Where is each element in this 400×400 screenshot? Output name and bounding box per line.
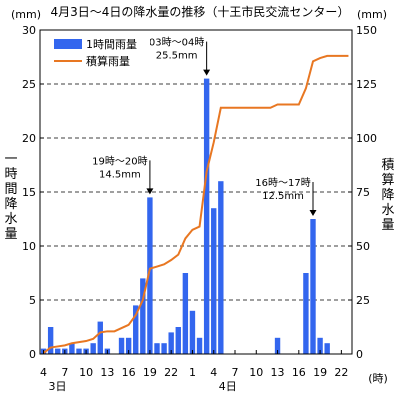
x-tick-label: 19: [313, 366, 327, 379]
right-axis-unit: (mm): [357, 8, 387, 21]
annotation-time: 03時～04時: [149, 37, 204, 49]
bar: [147, 197, 153, 354]
left-axis-label: 一時間降水量: [4, 152, 18, 242]
grid-lines: [40, 83, 352, 301]
left-axis-unit: (mm): [11, 8, 41, 21]
bar: [211, 208, 217, 354]
annotation-value: 14.5mm: [99, 169, 141, 180]
legend-bar-label: 1時間雨量: [86, 38, 137, 51]
x-tick-label: 19: [143, 366, 157, 379]
bar: [69, 343, 75, 354]
left-tick-label: 30: [22, 24, 36, 37]
bar: [196, 337, 203, 354]
annotation-value: 12.5mm: [262, 191, 304, 202]
right-tick-label: 0: [356, 348, 363, 361]
left-tick-label: 15: [22, 186, 36, 199]
annotation-value: 25.5mm: [156, 51, 198, 62]
x-axis-unit: (時): [368, 372, 388, 385]
bar: [55, 348, 61, 354]
right-tick-label: 75: [356, 186, 370, 199]
bar: [317, 337, 323, 354]
bar: [324, 343, 330, 354]
x-tick-label: 10: [249, 366, 263, 379]
x-tick-label: 4: [210, 366, 217, 379]
bar: [154, 343, 160, 354]
bar: [168, 332, 174, 354]
bar: [47, 327, 54, 354]
legend-bar-swatch: [54, 39, 82, 49]
bar: [133, 305, 139, 354]
x-tick-label: 1: [189, 366, 196, 379]
bar: [118, 337, 125, 354]
bar: [125, 337, 132, 354]
bar: [97, 321, 103, 354]
x-tick-label: 10: [79, 366, 93, 379]
day-label: 4日: [219, 380, 237, 393]
bar: [161, 343, 167, 354]
axis-ticks: 0 5 10 15 20 25 30 0 25 50 75 100 125 150 4 7 10 13 16 19 22…: [22, 24, 377, 393]
bar: [90, 343, 96, 354]
legend-line-label: 積算雨量: [86, 54, 130, 68]
bar: [76, 348, 82, 354]
left-tick-label: 0: [29, 348, 36, 361]
annotation-time: 16時～17時: [255, 177, 310, 189]
x-tick-label: 22: [334, 366, 348, 379]
right-tick-label: 125: [356, 78, 377, 91]
annotation-time: 19時～20時: [92, 155, 147, 167]
x-tick-label: 16: [292, 366, 306, 379]
chart-title: 4月3日～4日の降水量の推移（十王市民交流センター）: [51, 4, 350, 19]
x-tick-label: 7: [61, 366, 68, 379]
bar: [182, 273, 189, 354]
right-axis-label: 積算降水量: [381, 158, 395, 233]
bar: [310, 219, 316, 354]
day-label: 3日: [49, 380, 67, 393]
bar: [274, 337, 281, 354]
bar: [303, 273, 309, 354]
annotations: 19時～20時 14.5mm 03時～04時 25.5mm 16時～17時 12.5mm: [92, 37, 317, 216]
annotation-arrow-head: [309, 210, 317, 216]
x-tick-label: 22: [164, 366, 178, 379]
left-tick-label: 10: [22, 240, 36, 253]
x-tick-label: 16: [122, 366, 136, 379]
bar: [175, 327, 181, 354]
bar: [189, 310, 196, 354]
cumulative-line: [42, 54, 349, 354]
left-tick-label: 5: [29, 294, 36, 307]
left-tick-label: 20: [22, 132, 36, 145]
bar-series: [40, 78, 330, 354]
legend: 1時間雨量 積算雨量: [46, 34, 150, 70]
x-tick-label: 4: [40, 366, 47, 379]
right-tick-label: 50: [356, 240, 370, 253]
x-tick-label: 13: [271, 366, 285, 379]
annotation-arrow-head: [146, 188, 154, 195]
bar: [203, 78, 210, 354]
x-tick-label: 13: [100, 366, 114, 379]
right-tick-label: 100: [356, 132, 377, 145]
bar: [140, 278, 146, 354]
bar: [218, 181, 224, 354]
right-tick-label: 25: [356, 294, 370, 307]
left-tick-label: 25: [22, 78, 36, 91]
x-tick-label: 7: [232, 366, 239, 379]
right-tick-label: 150: [356, 24, 377, 37]
annotation-arrow-head: [203, 69, 211, 76]
